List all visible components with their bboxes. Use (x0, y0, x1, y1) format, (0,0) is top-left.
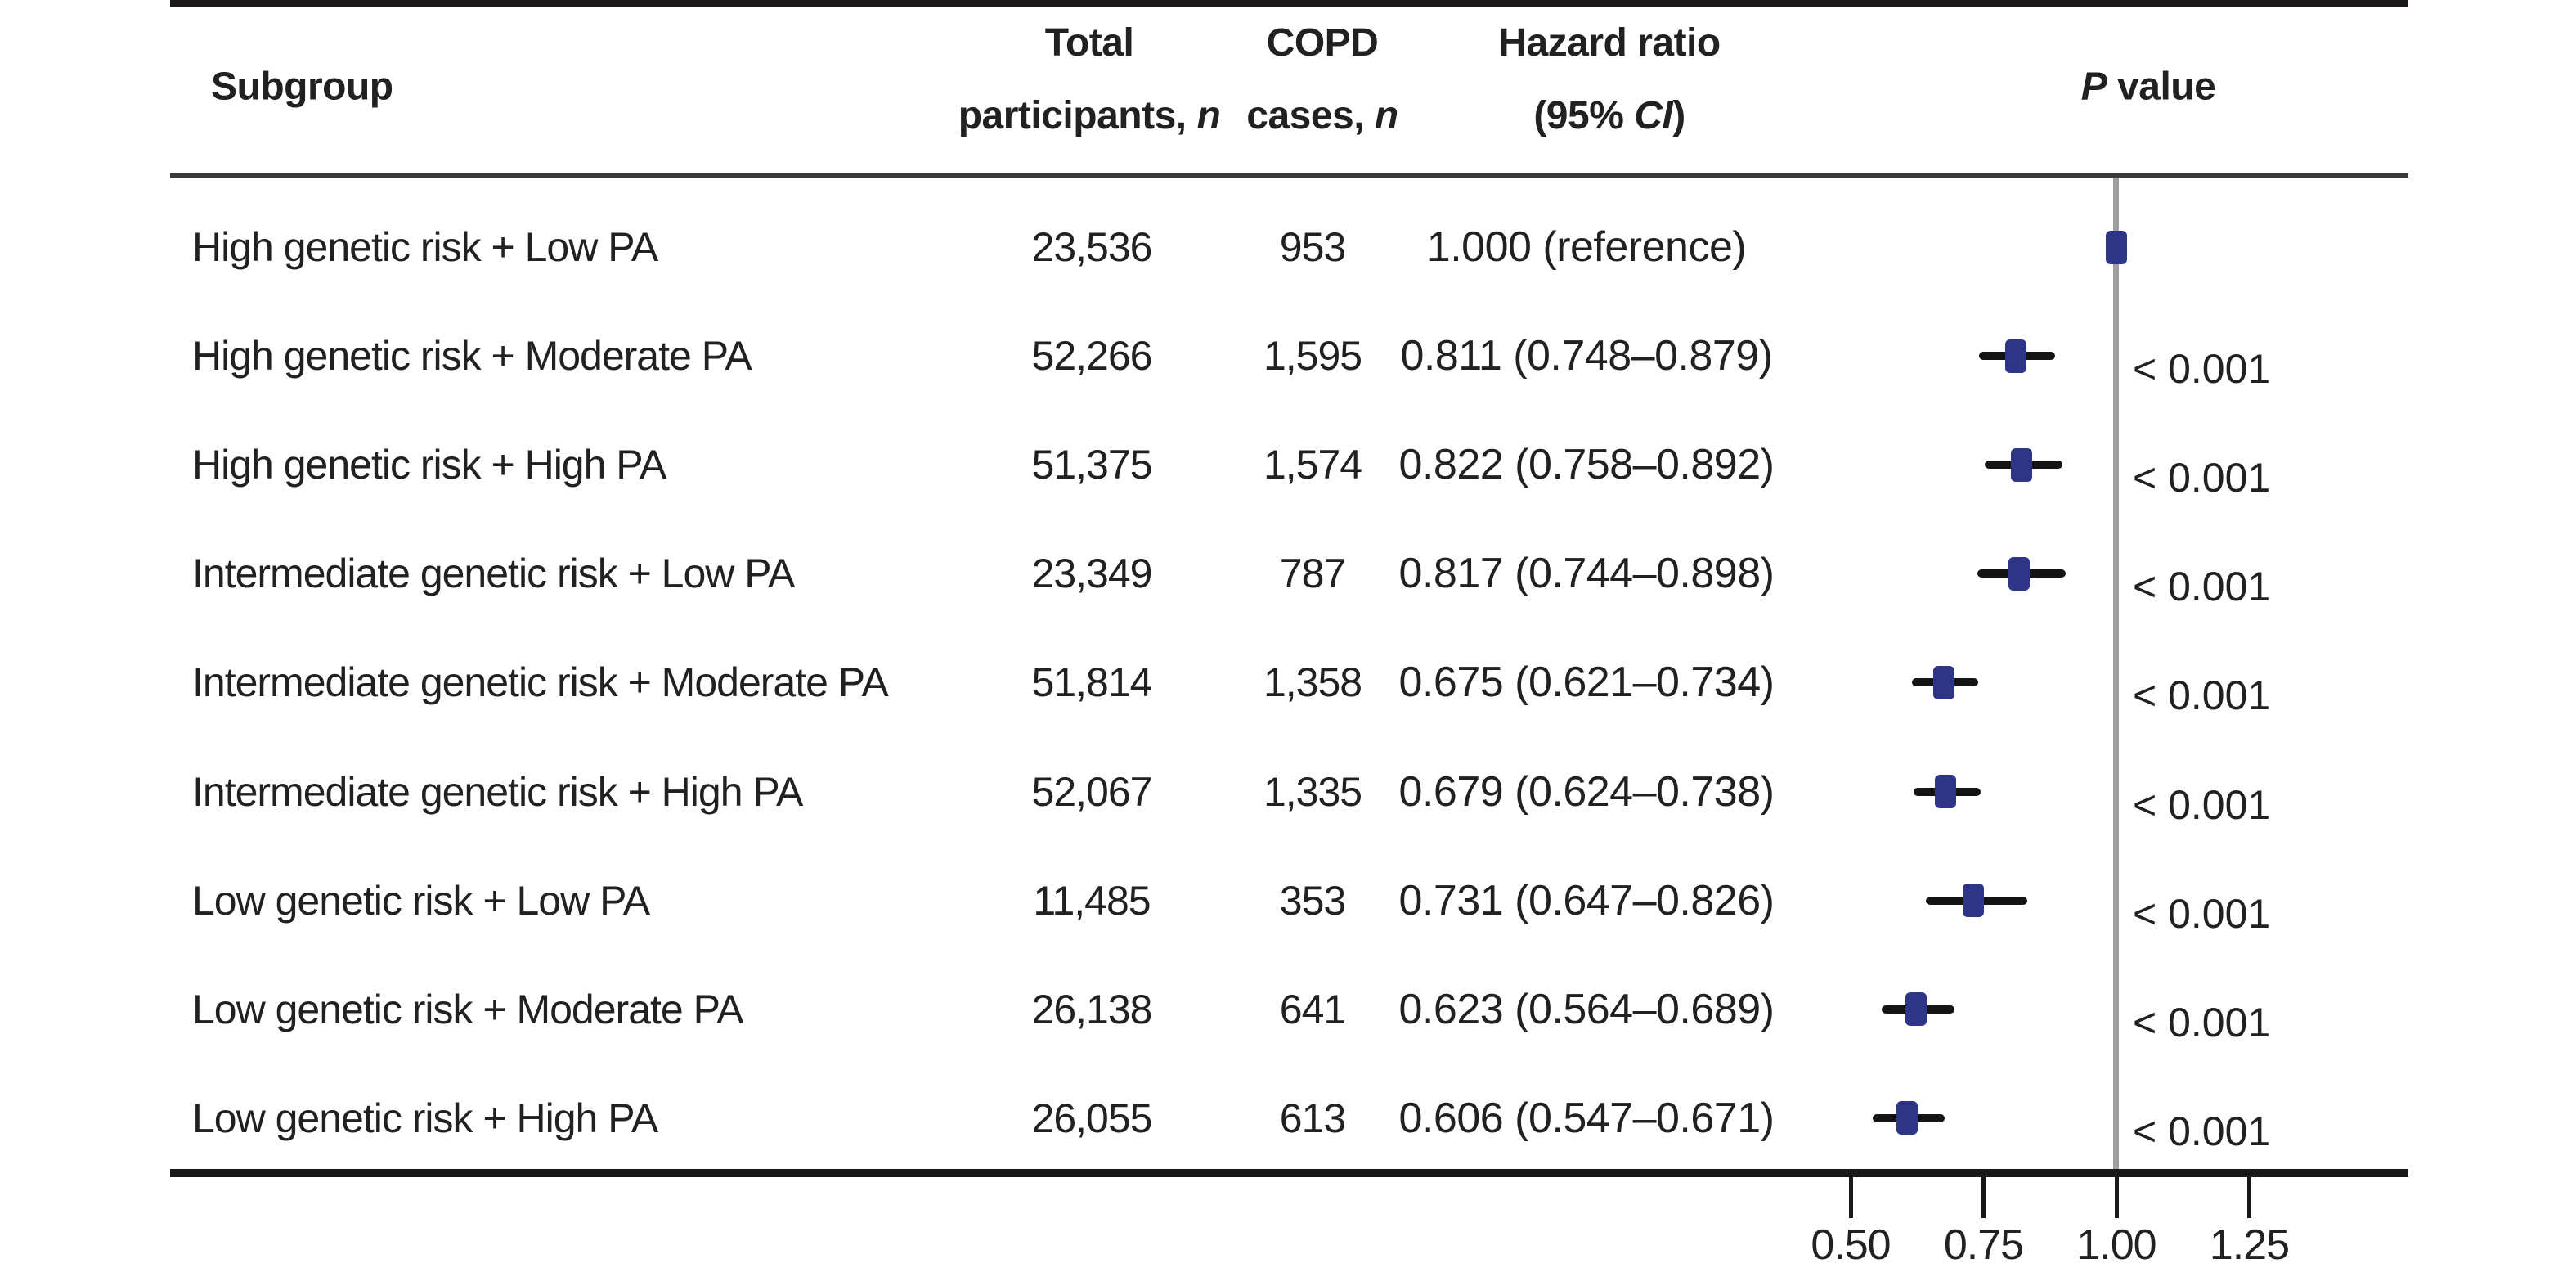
hazard-ratio-marker (1963, 884, 1985, 918)
row-copd-cases: 613 (1279, 1095, 1346, 1141)
row-hazard-ratio-text: 0.731 (0.647–0.826) (1398, 876, 1775, 924)
hazard-ratio-marker (1932, 665, 1954, 699)
row-copd-cases: 787 (1279, 551, 1346, 597)
row-hazard-ratio-text: 0.811 (0.748–0.879) (1400, 332, 1773, 380)
row-p-value: < 0.001 (2133, 455, 2271, 501)
row-subgroup-label: Intermediate genetic risk + Low PA (192, 551, 795, 597)
row-p-value: < 0.001 (2133, 999, 2271, 1045)
row-p-value: < 0.001 (2133, 346, 2271, 393)
row-subgroup-label: Low genetic risk + Low PA (192, 877, 650, 924)
col-header-total-participants: Total participants, n (958, 7, 1221, 152)
row-copd-cases: 353 (1279, 877, 1346, 924)
row-hazard-ratio-text: 0.606 (0.547–0.671) (1398, 1094, 1775, 1142)
row-p-value: < 0.001 (2133, 564, 2271, 610)
row-subgroup-label: Intermediate genetic risk + High PA (192, 768, 803, 815)
col-header-p-value: P value (2080, 65, 2216, 109)
row-total-participants: 23,349 (1031, 551, 1153, 597)
reference-line (2113, 178, 2119, 1169)
axis-tick-label: 1.25 (2209, 1221, 2290, 1269)
row-subgroup-label: Intermediate genetic risk + Moderate PA (192, 659, 889, 706)
col-header-hr-line2: (95% CI) (1533, 94, 1685, 137)
row-subgroup-label: Low genetic risk + Moderate PA (192, 986, 744, 1032)
col-header-total-line2: participants, n (958, 94, 1221, 137)
col-header-copd-cases: COPD cases, n (1246, 7, 1398, 152)
row-subgroup-label: High genetic risk + Moderate PA (192, 333, 752, 380)
row-subgroup-label: Low genetic risk + High PA (192, 1095, 658, 1141)
row-p-value: < 0.001 (2133, 1108, 2271, 1154)
col-header-subgroup: Subgroup (211, 65, 393, 110)
row-hazard-ratio-text: 0.822 (0.758–0.892) (1398, 441, 1775, 489)
axis-tick (1981, 1177, 1986, 1218)
row-total-participants: 52,266 (1031, 333, 1153, 380)
row-hazard-ratio-text: 0.623 (0.564–0.689) (1398, 985, 1775, 1033)
row-hazard-ratio-text: 0.675 (0.621–0.734) (1398, 659, 1775, 707)
row-copd-cases: 1,574 (1263, 442, 1362, 488)
row-subgroup-label: High genetic risk + Low PA (192, 224, 658, 270)
row-subgroup-label: High genetic risk + High PA (192, 442, 666, 488)
axis-tick-label: 0.50 (1811, 1221, 1891, 1269)
row-p-value: < 0.001 (2133, 890, 2271, 937)
row-total-participants: 51,375 (1031, 442, 1153, 488)
row-total-participants: 51,814 (1031, 659, 1153, 706)
header-separator-rule (170, 173, 2408, 178)
row-copd-cases: 1,358 (1263, 659, 1362, 706)
axis-tick (1848, 1177, 1853, 1218)
col-header-subgroup-label: Subgroup (211, 65, 393, 109)
row-copd-cases: 641 (1279, 986, 1346, 1032)
axis-tick (2247, 1177, 2251, 1218)
hazard-ratio-marker (1896, 1101, 1918, 1135)
hazard-ratio-marker (2011, 447, 2033, 482)
row-p-value: < 0.001 (2133, 781, 2271, 828)
hazard-ratio-marker (2106, 230, 2127, 264)
top-rule (170, 0, 2408, 7)
axis-tick (2114, 1177, 2119, 1218)
axis-tick-label: 0.75 (1943, 1221, 2024, 1269)
row-copd-cases: 953 (1279, 224, 1346, 270)
row-p-value: < 0.001 (2133, 672, 2271, 719)
hazard-ratio-marker (1905, 992, 1927, 1027)
row-total-participants: 26,055 (1031, 1095, 1153, 1141)
row-copd-cases: 1,595 (1263, 333, 1362, 380)
hazard-ratio-marker (2005, 339, 2027, 373)
row-total-participants: 26,138 (1031, 986, 1153, 1032)
row-hazard-ratio-text: 0.679 (0.624–0.738) (1398, 767, 1775, 816)
hazard-ratio-marker (1935, 775, 1957, 808)
row-copd-cases: 1,335 (1263, 768, 1362, 815)
hazard-ratio-marker (2008, 556, 2031, 591)
row-hazard-ratio-text: 0.817 (0.744–0.898) (1398, 550, 1775, 598)
col-header-total-line1: Total (1044, 21, 1134, 65)
col-header-hazard-ratio: Hazard ratio (95% CI) (1498, 7, 1721, 152)
row-total-participants: 52,067 (1031, 768, 1153, 815)
col-header-copd-line1: COPD (1266, 21, 1379, 65)
col-header-hr-line1: Hazard ratio (1498, 21, 1721, 65)
col-header-copd-line2: cases, n (1246, 94, 1398, 137)
row-total-participants: 11,485 (1033, 877, 1151, 924)
axis-tick-label: 1.00 (2076, 1221, 2156, 1269)
row-hazard-ratio-text: 1.000 (reference) (1426, 223, 1747, 271)
row-total-participants: 23,536 (1031, 224, 1153, 270)
axis-rule (170, 1169, 2408, 1177)
